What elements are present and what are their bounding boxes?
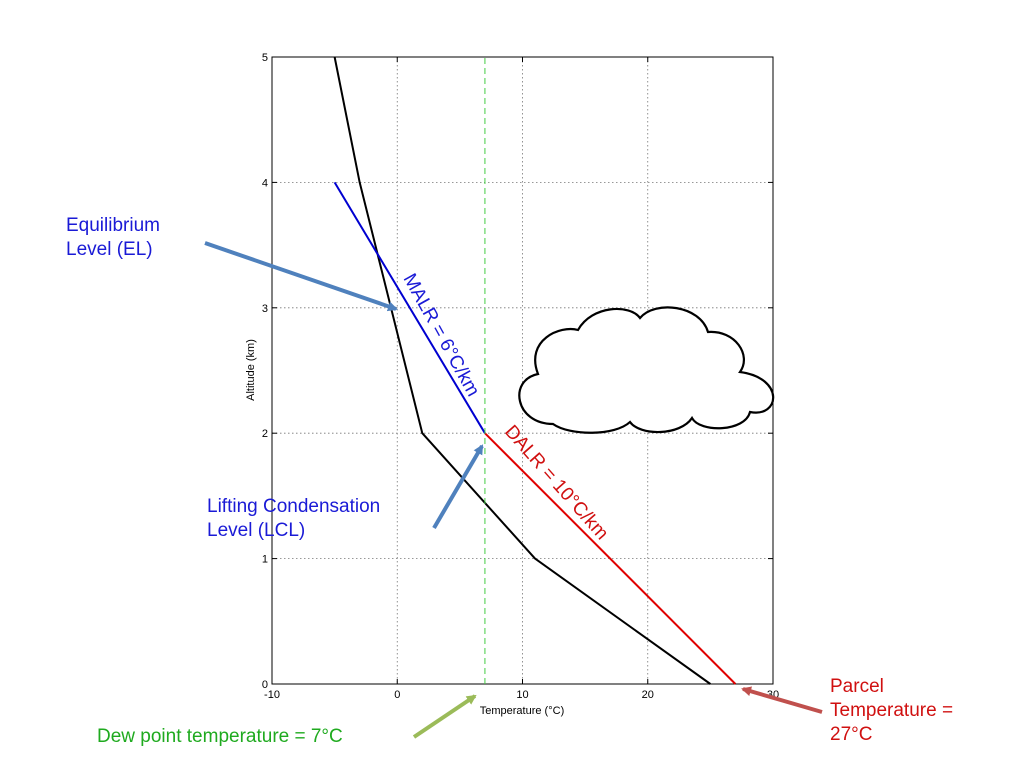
x-axis-label: Temperature (°C) [480, 705, 564, 717]
y-axis-label: Altitude (km) [245, 339, 257, 401]
y-tick-label: 2 [262, 428, 268, 440]
parcel-line-2: Temperature = [830, 700, 954, 721]
x-tick-label: 0 [394, 689, 400, 701]
malr-label: MALR = 6°C/km [399, 270, 484, 400]
cloud-icon [518, 306, 775, 434]
y-tick-label: 4 [262, 177, 268, 189]
el-annotation: Equilibrium Level (EL) [66, 214, 160, 262]
x-tick-label: 20 [642, 689, 654, 701]
parcel-line-3: 27°C [830, 724, 873, 745]
lcl-line-2: Level (LCL) [207, 520, 306, 541]
el-arrow [204, 241, 398, 312]
el-line-2: Level (EL) [66, 239, 153, 260]
lcl-line-1: Lifting Condensation [207, 496, 381, 517]
y-tick-label: 5 [262, 52, 268, 64]
parcel-line-1: Parcel [830, 676, 884, 697]
lcl-annotation: Lifting Condensation Level (LCL) [207, 495, 380, 543]
parcel-annotation: Parcel Temperature = 27°C [830, 675, 953, 747]
el-line-1: Equilibrium [66, 215, 160, 236]
series-line-environment [333, 56, 711, 685]
y-tick-label: 1 [262, 554, 268, 566]
series-line-dalr [484, 432, 737, 685]
dewpoint-annotation: Dew point temperature = 7°C [97, 726, 343, 747]
parcel-arrow [741, 686, 823, 714]
lcl-arrow [432, 444, 484, 530]
series [333, 56, 737, 685]
y-tick-label: 0 [262, 679, 268, 691]
y-tick-label: 3 [262, 303, 268, 315]
series-line-malr [333, 181, 486, 434]
x-tick-label: 10 [516, 689, 528, 701]
dewpoint-arrow [412, 694, 477, 739]
dalr-label: DALR = 10°C/km [500, 421, 612, 544]
x-tick-label: -10 [264, 689, 280, 701]
